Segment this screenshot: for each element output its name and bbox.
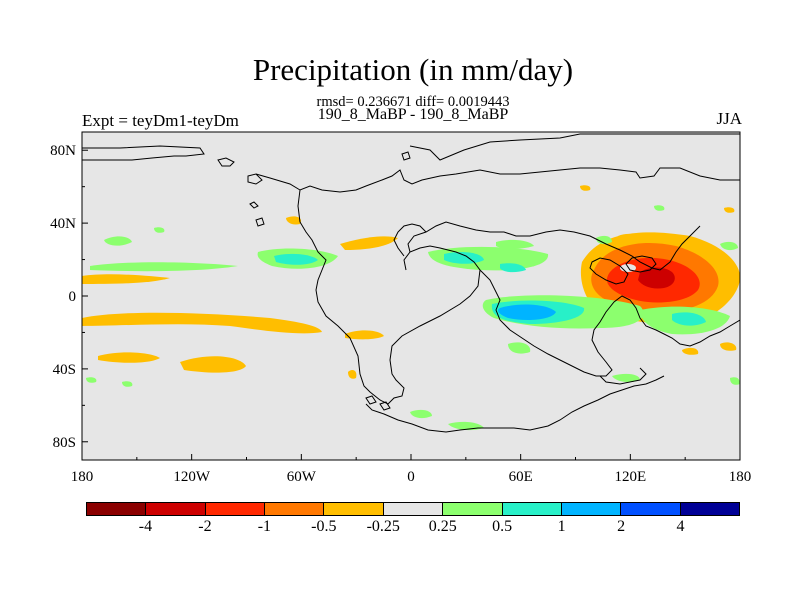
colorbar-label: 4 xyxy=(676,518,685,535)
anomaly-north-green-2 xyxy=(154,227,165,233)
colorbar-label: 0.25 xyxy=(428,518,457,535)
colorbar-swatch xyxy=(324,502,384,516)
coastline-greenland xyxy=(409,133,740,161)
anomaly-south-pacific-patch-3 xyxy=(345,330,384,340)
coastline-island-3 xyxy=(249,201,259,209)
coastline-arabia xyxy=(479,269,740,377)
chart-title: Precipitation (in mm/day) xyxy=(252,52,574,87)
experiment-label: Expt = teyDm1-teyDm xyxy=(82,111,239,130)
anomaly-antarctic-green-2 xyxy=(410,409,432,419)
coastline-europe-asia xyxy=(407,221,701,271)
coastline-west-coast xyxy=(297,189,481,405)
colorbar-swatch xyxy=(561,502,622,516)
anomaly-layer xyxy=(82,185,740,431)
coastline-island-1 xyxy=(217,157,235,167)
x-tick-label: 180 xyxy=(71,469,94,485)
anomaly-south-green xyxy=(612,373,640,383)
anomaly-africa-cyan xyxy=(444,252,484,264)
colorbar-label: 0.5 xyxy=(492,518,513,535)
anomaly-south-green-3 xyxy=(86,377,97,383)
x-tick-label: 60E xyxy=(509,469,533,485)
chart-subtitle: 190_8_MaBP - 190_8_MaBP xyxy=(317,106,509,123)
anomaly-north-pacific-green xyxy=(720,241,738,251)
colorbar-swatch xyxy=(146,502,206,516)
coastline-africa xyxy=(393,223,427,257)
y-tick-label: 40S xyxy=(53,362,76,378)
colorbar-swatch xyxy=(205,502,266,516)
colorbar-swatch xyxy=(502,502,562,516)
coastline-north-america xyxy=(82,145,205,161)
colorbar-label: -1 xyxy=(257,518,272,535)
anomaly-south-pacific-band xyxy=(82,312,322,334)
anomaly-east-africa-green xyxy=(508,342,531,354)
axis-ticks xyxy=(81,149,741,460)
anomaly-north-atlantic-2 xyxy=(286,216,302,225)
anomaly-africa-cyan-2 xyxy=(500,263,526,273)
colorbar-label: 1 xyxy=(557,518,566,535)
anomaly-atlantic-green xyxy=(104,236,132,246)
colorbar-label: -2 xyxy=(198,518,212,535)
anomaly-south-pacific-patch-2 xyxy=(180,356,246,373)
y-tick-label: 80S xyxy=(53,435,76,451)
coastline-indonesia xyxy=(589,257,629,285)
coastline-island-6 xyxy=(365,395,377,405)
axis-tick-labels: 180 120W 60W 0 60E 120E 180 80N 40N 0 40S 80S xyxy=(50,143,751,485)
colorbar-label: -4 xyxy=(138,518,153,535)
x-tick-label: 120W xyxy=(173,469,211,485)
anomaly-arabia-green xyxy=(496,239,534,249)
x-tick-label: 120E xyxy=(614,469,646,485)
coastline-island-4 xyxy=(255,217,265,227)
colorbar-swatch xyxy=(86,502,147,516)
coastline-madagascar xyxy=(599,367,647,385)
anomaly-south-atlantic-patch xyxy=(348,370,357,379)
y-tick-label: 40N xyxy=(50,216,76,232)
y-tick-label: 0 xyxy=(69,289,77,305)
anomaly-indian-ocean-blue xyxy=(498,304,556,320)
colorbar xyxy=(86,502,740,516)
y-tick-label: 80N xyxy=(50,143,76,159)
colorbar-swatch xyxy=(621,502,681,516)
coastlines xyxy=(82,133,740,433)
coastline-island-5 xyxy=(401,151,411,161)
coastline-island-2 xyxy=(247,173,263,185)
anomaly-north-orange-small xyxy=(724,207,735,213)
coastline-north-america-east xyxy=(255,167,740,193)
anomaly-north-orange xyxy=(618,233,640,243)
anomaly-west-pacific-core xyxy=(638,267,675,289)
anomaly-pacific-itcz xyxy=(82,274,170,284)
rmsd-stats: rmsd= 0.236671 diff= 0.0019443 xyxy=(316,94,510,110)
anomaly-south-atlantic-green xyxy=(730,377,740,385)
x-tick-label: 0 xyxy=(407,469,415,485)
colorbar-label: -0.25 xyxy=(366,518,400,535)
colorbar-swatch xyxy=(265,502,325,516)
colorbar-swatch xyxy=(443,502,503,516)
anomaly-north-green xyxy=(596,235,612,245)
x-tick-label: 180 xyxy=(729,469,752,485)
season-label: JJA xyxy=(716,109,742,128)
anomaly-pacific-orange-small-2 xyxy=(720,342,737,351)
coastline-island-7 xyxy=(379,401,391,411)
anomaly-north-green-small xyxy=(654,205,665,211)
anomaly-pacific-green-band xyxy=(90,262,238,272)
anomaly-south-pacific-patch xyxy=(98,352,160,363)
colorbar-swatch xyxy=(680,502,740,516)
anomaly-south-indian-cyan xyxy=(672,312,706,326)
colorbar-label: 2 xyxy=(617,518,626,535)
colorbar-swatch xyxy=(383,502,444,516)
anomaly-south-green-2 xyxy=(122,381,133,387)
anomaly-arctic-orange xyxy=(580,185,591,191)
anomaly-pacific-orange-small xyxy=(682,347,699,355)
coastline-antarctica xyxy=(365,375,665,433)
x-tick-label: 60W xyxy=(287,469,317,485)
colorbar-label: -0.5 xyxy=(311,518,337,535)
anomaly-north-atlantic xyxy=(340,236,398,250)
anomaly-central-america-cyan xyxy=(274,253,318,265)
coastline-japan xyxy=(625,255,657,273)
